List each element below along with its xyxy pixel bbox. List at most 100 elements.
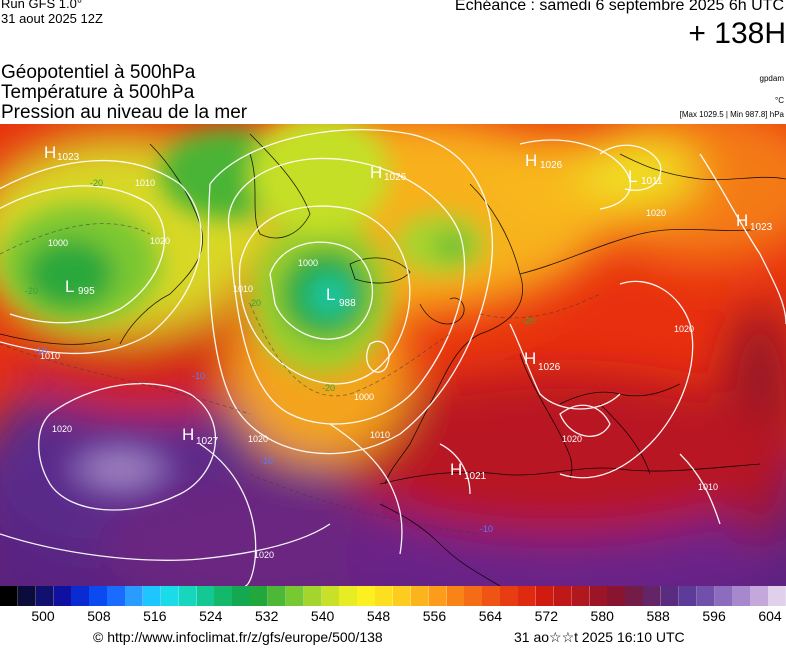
center-type: L xyxy=(326,285,335,304)
units-geopotential: gpdam xyxy=(759,74,784,83)
center-value: 1011 xyxy=(641,176,663,187)
isobar-label: 1010 xyxy=(40,351,60,361)
center-type: H xyxy=(44,143,56,162)
center-type: H xyxy=(524,349,536,368)
colorbar-tick-label: 500 xyxy=(31,608,55,624)
lead-time: + 138H xyxy=(688,17,786,50)
colorbar-labels: 500 508 516 524 532 540 548 556 564 572 580 588 596 6… xyxy=(0,608,786,626)
footer-timestamp: 31 ao☆☆t 2025 16:10 UTC xyxy=(514,629,685,645)
colorbar-swatch xyxy=(357,586,376,606)
colorbar-swatch xyxy=(482,586,501,606)
colorbar-tick-label: 532 xyxy=(255,608,279,624)
colorbar-tick-label: 604 xyxy=(758,608,782,624)
colorbar-swatch xyxy=(303,586,323,606)
colorbar-swatch xyxy=(535,586,555,606)
param-pressure: Pression au niveau de la mer xyxy=(1,102,248,123)
center-value: 1026 xyxy=(540,160,563,171)
colorbar-swatch xyxy=(0,586,19,606)
colorbar-tick-label: 508 xyxy=(87,608,111,624)
colorbar-swatch xyxy=(589,586,608,606)
param-temperature: Température à 500hPa xyxy=(1,82,195,103)
run-date: 31 aout 2025 12Z xyxy=(1,11,103,26)
temperature-label: -20 xyxy=(90,178,103,188)
isobar-label: 1010 xyxy=(698,482,718,492)
isobar-label: 1010 xyxy=(135,178,155,188)
colorbar-swatch xyxy=(196,586,215,606)
isobar-label: 1020 xyxy=(562,434,582,444)
isobar-label: 1020 xyxy=(646,208,666,218)
colorbar-swatch xyxy=(267,586,287,606)
colorbar-swatch xyxy=(732,586,751,606)
center-value: 1023 xyxy=(57,152,80,163)
colorbar-swatch xyxy=(35,586,55,606)
run-title: Run GFS 1.0° xyxy=(1,0,83,11)
colorbar-swatch xyxy=(428,586,448,606)
colorbar-swatch xyxy=(660,586,680,606)
colorbar-swatch xyxy=(714,586,733,606)
pressure-extremes: [Max 1029.5 | Min 987.8] hPa xyxy=(679,110,784,119)
colorbar-swatch xyxy=(160,586,180,606)
colorbar-swatch xyxy=(678,586,698,606)
colorbar-tick-label: 580 xyxy=(590,608,614,624)
colorbar-swatch xyxy=(446,586,465,606)
temperature-label: -10 xyxy=(260,456,273,466)
colorbar-swatch xyxy=(53,586,72,606)
isobar-label: 1020 xyxy=(248,434,268,444)
center-type: H xyxy=(736,211,748,230)
colorbar-swatch xyxy=(643,586,662,606)
colorbar-swatch xyxy=(71,586,90,606)
param-geopotential: Géopotentiel à 500hPa xyxy=(1,62,196,83)
isobar-label: 1010 xyxy=(370,430,390,440)
colorbar-tick-label: 524 xyxy=(199,608,223,624)
center-value: 1023 xyxy=(750,222,773,233)
colorbar-swatch xyxy=(607,586,626,606)
colorbar-swatch xyxy=(750,586,769,606)
isobar-label: 1020 xyxy=(674,324,694,334)
colorbar-swatch xyxy=(696,586,716,606)
valid-time: Echéance : samedi 6 septembre 2025 6h UT… xyxy=(454,0,784,14)
colorbar-swatch xyxy=(285,586,305,606)
colorbar-tick-label: 572 xyxy=(534,608,558,624)
colorbar-swatch xyxy=(339,586,358,606)
colorbar-swatch xyxy=(232,586,251,606)
colorbar-swatch xyxy=(518,586,537,606)
colorbar-tick-label: 548 xyxy=(366,608,391,624)
temperature-label: -20 xyxy=(248,298,261,308)
units-temperature: °C xyxy=(775,96,784,105)
colorbar-tick-label: 540 xyxy=(310,608,335,624)
center-value: 1026 xyxy=(538,362,561,373)
colorbar-tick-label: 564 xyxy=(478,608,503,624)
isobar-label: 1010 xyxy=(233,284,253,294)
colorbar-swatch xyxy=(393,586,412,606)
colorbar-swatch xyxy=(250,586,269,606)
center-value: 988 xyxy=(339,298,356,309)
temperature-label: -10 xyxy=(480,524,493,534)
colorbar xyxy=(0,586,786,606)
center-value: 1026 xyxy=(384,172,407,183)
colorbar-swatch xyxy=(500,586,519,606)
colorbar-swatch xyxy=(178,586,197,606)
isobar-label: 1000 xyxy=(298,258,318,268)
colorbar-swatch xyxy=(142,586,162,606)
colorbar-swatch xyxy=(553,586,573,606)
colorbar-swatch xyxy=(768,586,786,606)
colorbar-swatch xyxy=(125,586,144,606)
temperature-label: -20 xyxy=(25,286,38,296)
colorbar-swatch xyxy=(625,586,644,606)
footer-url: © http://www.infoclimat.fr/z/gfs/europe/… xyxy=(93,629,383,645)
temperature-label: -10 xyxy=(192,371,205,381)
isobar-label: 1000 xyxy=(354,392,374,402)
center-type: H xyxy=(370,163,382,182)
colorbar-swatch xyxy=(17,586,37,606)
colorbar-tick-label: 556 xyxy=(422,608,447,624)
isobar-label: 1000 xyxy=(48,238,68,248)
isobar-label: 1020 xyxy=(52,424,72,434)
center-type: H xyxy=(525,151,537,170)
center-value: 995 xyxy=(78,286,95,297)
center-value: 1027 xyxy=(196,436,219,447)
colorbar-swatch xyxy=(107,586,126,606)
colorbar-swatch xyxy=(571,586,590,606)
center-type: L xyxy=(65,277,74,296)
colorbar-swatch xyxy=(321,586,340,606)
temperature-label: -20 xyxy=(522,316,535,326)
